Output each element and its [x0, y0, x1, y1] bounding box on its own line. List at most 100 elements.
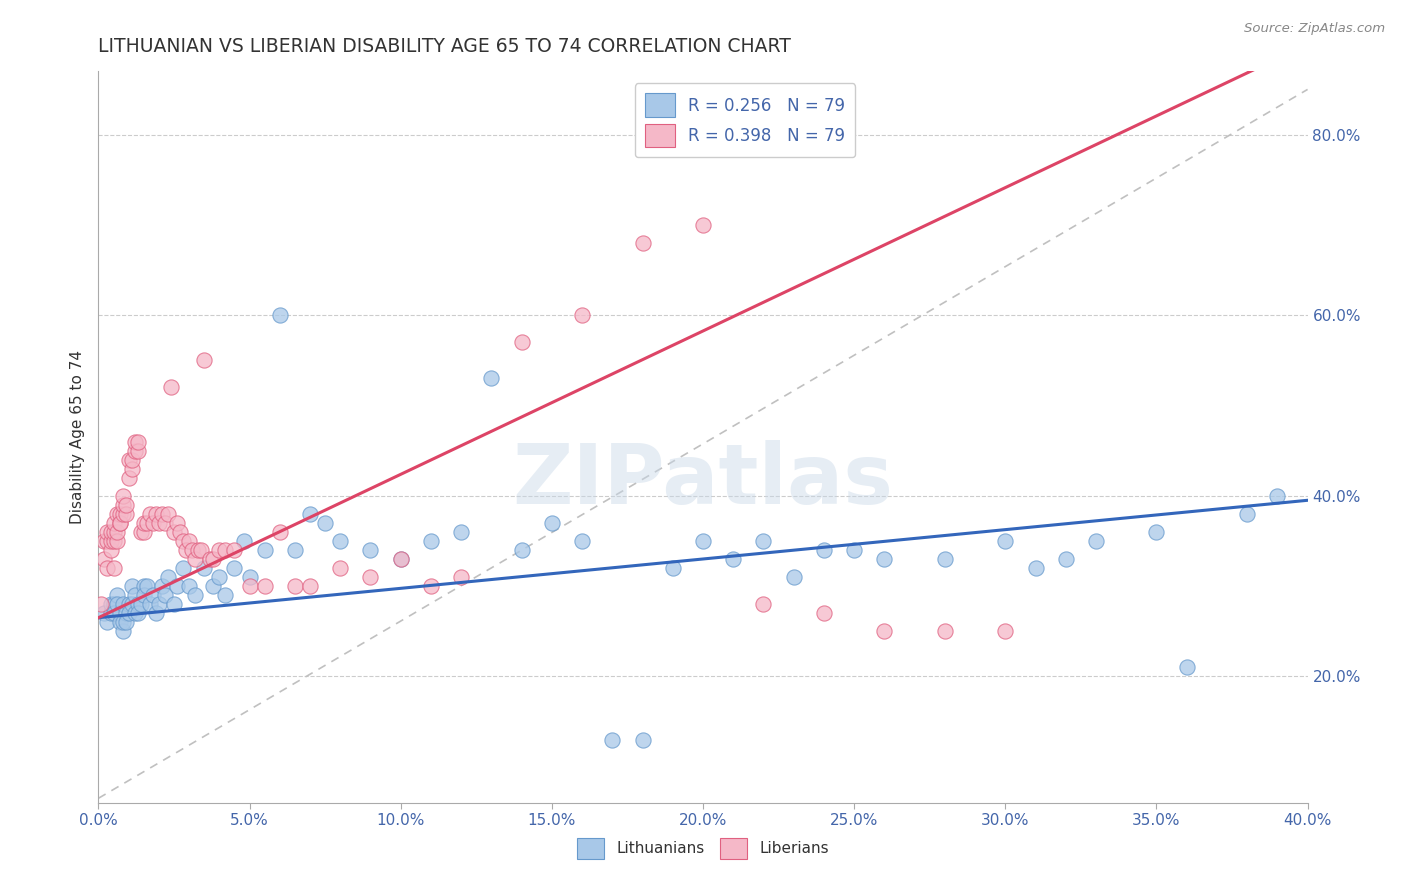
Point	[360, 543, 382, 558]
Point	[510, 543, 533, 558]
Point	[631, 235, 654, 250]
Point	[269, 524, 291, 539]
Point	[420, 533, 443, 548]
Point	[450, 570, 472, 584]
Point	[571, 533, 593, 548]
Point	[150, 507, 173, 521]
Point	[100, 597, 122, 611]
Point	[571, 308, 593, 322]
Point	[129, 597, 152, 611]
Point	[269, 308, 291, 322]
Point	[96, 561, 118, 575]
Point	[156, 570, 179, 584]
Point	[148, 597, 170, 611]
Point	[103, 524, 125, 539]
Y-axis label: Disability Age 65 to 74: Disability Age 65 to 74	[69, 350, 84, 524]
Point	[108, 615, 131, 630]
Point	[994, 533, 1017, 548]
Point	[153, 588, 176, 602]
Point	[153, 516, 176, 530]
Point	[111, 507, 134, 521]
Point	[1236, 507, 1258, 521]
Point	[239, 570, 262, 584]
Point	[360, 570, 382, 584]
Point	[118, 471, 141, 485]
Point	[184, 588, 207, 602]
Point	[108, 507, 131, 521]
Point	[103, 597, 125, 611]
Point	[121, 579, 143, 593]
Point	[934, 552, 956, 566]
Point	[239, 579, 262, 593]
Point	[661, 561, 683, 575]
Point	[1175, 660, 1198, 674]
Point	[181, 543, 204, 558]
Point	[284, 543, 307, 558]
Point	[253, 579, 276, 593]
Point	[299, 507, 322, 521]
Point	[224, 561, 246, 575]
Point	[105, 597, 128, 611]
Point	[129, 524, 152, 539]
Point	[148, 516, 170, 530]
Point	[202, 579, 225, 593]
Point	[121, 452, 143, 467]
Point	[124, 434, 146, 449]
Legend: Lithuanians, Liberians: Lithuanians, Liberians	[568, 829, 838, 868]
Point	[124, 443, 146, 458]
Point	[232, 533, 254, 548]
Point	[96, 524, 118, 539]
Point	[93, 533, 115, 548]
Point	[602, 732, 624, 747]
Point	[208, 570, 231, 584]
Point	[127, 443, 149, 458]
Point	[163, 597, 186, 611]
Point	[103, 516, 125, 530]
Point	[96, 615, 118, 630]
Point	[481, 371, 503, 385]
Point	[723, 552, 745, 566]
Point	[108, 606, 131, 620]
Point	[145, 507, 167, 521]
Point	[1054, 552, 1077, 566]
Point	[135, 516, 157, 530]
Point	[100, 533, 122, 548]
Point	[105, 524, 128, 539]
Point	[214, 543, 236, 558]
Point	[121, 461, 143, 475]
Point	[160, 380, 183, 394]
Point	[179, 533, 201, 548]
Point	[105, 533, 128, 548]
Point	[114, 606, 136, 620]
Point	[124, 588, 146, 602]
Point	[93, 552, 115, 566]
Point	[166, 516, 188, 530]
Point	[934, 624, 956, 639]
Point	[284, 579, 307, 593]
Point	[132, 516, 155, 530]
Point	[1024, 561, 1046, 575]
Point	[174, 543, 197, 558]
Point	[1085, 533, 1108, 548]
Point	[540, 516, 562, 530]
Point	[163, 524, 186, 539]
Point	[103, 606, 125, 620]
Text: Source: ZipAtlas.com: Source: ZipAtlas.com	[1244, 22, 1385, 36]
Point	[108, 516, 131, 530]
Point	[184, 552, 207, 566]
Point	[121, 597, 143, 611]
Point	[420, 579, 443, 593]
Point	[813, 543, 835, 558]
Point	[187, 543, 209, 558]
Text: LITHUANIAN VS LIBERIAN DISABILITY AGE 65 TO 74 CORRELATION CHART: LITHUANIAN VS LIBERIAN DISABILITY AGE 65…	[98, 37, 792, 56]
Point	[93, 606, 115, 620]
Point	[135, 579, 157, 593]
Point	[193, 353, 215, 368]
Point	[752, 597, 775, 611]
Point	[127, 434, 149, 449]
Point	[96, 533, 118, 548]
Point	[103, 533, 125, 548]
Point	[111, 597, 134, 611]
Point	[118, 606, 141, 620]
Point	[994, 624, 1017, 639]
